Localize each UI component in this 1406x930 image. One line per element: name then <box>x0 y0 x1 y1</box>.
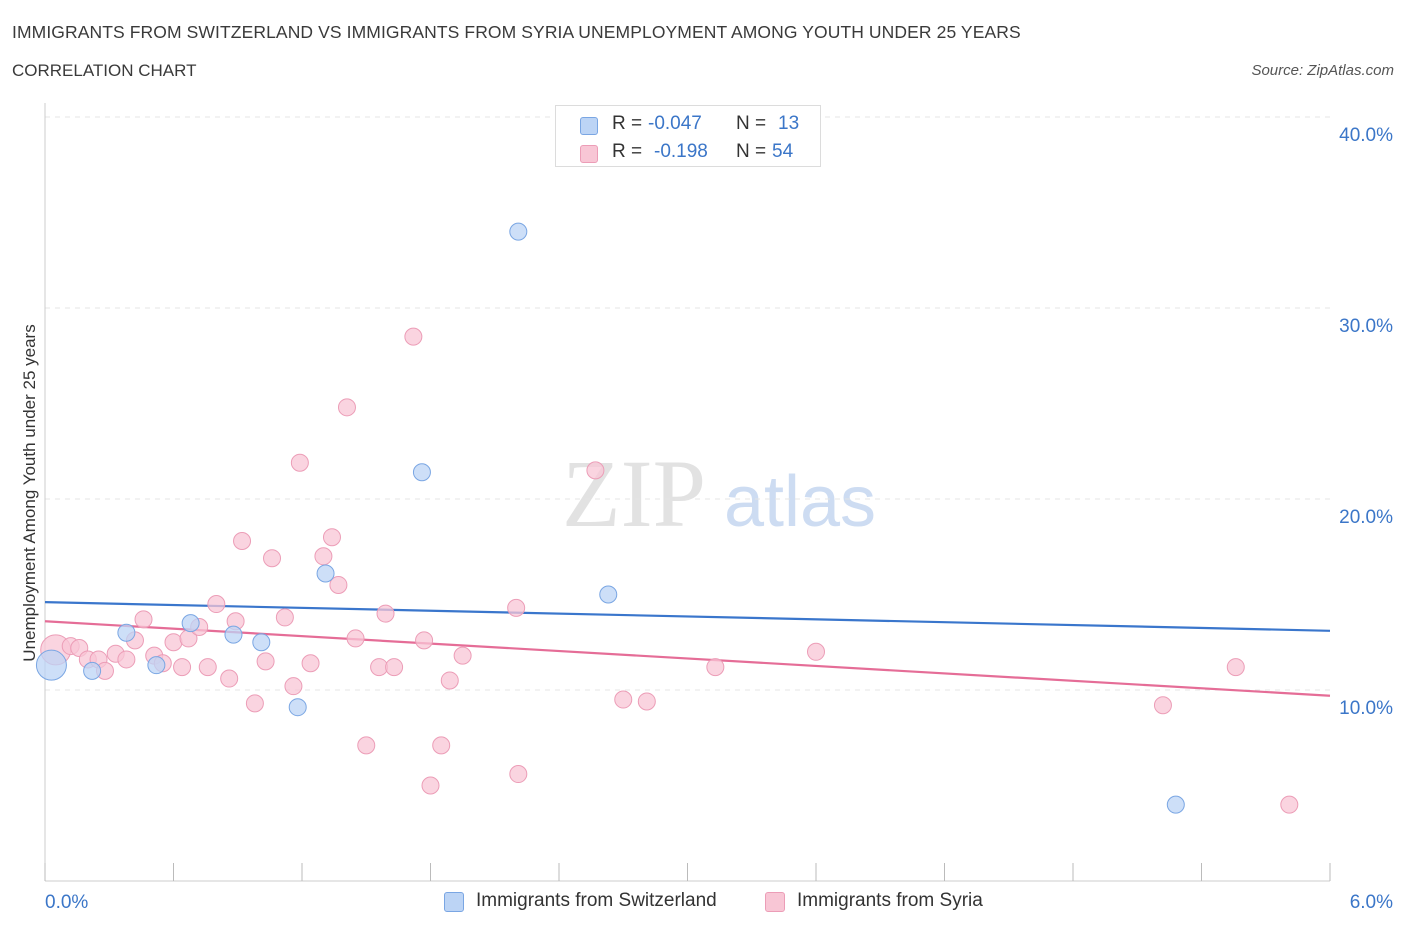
y-tick-label: 30.0% <box>1339 316 1393 337</box>
tick-labels: 10.0% 20.0% 30.0% 40.0% 0.0% 6.0% <box>45 125 1393 913</box>
data-point-syria <box>134 610 153 629</box>
legend-r-label: R = <box>612 113 643 134</box>
y-tick-label: 40.0% <box>1339 125 1393 146</box>
data-point-switzerland <box>147 656 166 675</box>
data-point-switzerland <box>181 614 200 633</box>
data-point-switzerland <box>224 625 243 644</box>
data-point-syria <box>614 690 633 709</box>
legend-n-value-syria: 54 <box>772 141 794 162</box>
data-point-syria <box>233 532 252 551</box>
data-point-syria <box>385 658 404 677</box>
gridlines <box>45 116 1330 691</box>
legend-r-value-syria: -0.198 <box>654 141 708 162</box>
data-point-syria <box>256 652 275 671</box>
data-point-syria <box>284 677 303 696</box>
data-point-syria <box>432 736 451 755</box>
legend-n-label: N = <box>736 141 767 162</box>
data-point-syria <box>164 633 183 652</box>
data-point-syria <box>220 669 239 688</box>
data-point-syria <box>507 598 526 617</box>
watermark-zip: ZIP <box>562 440 706 547</box>
data-point-syria <box>1226 658 1245 677</box>
data-point-switzerland <box>509 222 528 241</box>
syria-swatch <box>580 145 598 163</box>
data-point-syria <box>440 671 459 690</box>
data-point-syria <box>245 694 264 713</box>
watermark-atlas: atlas <box>724 462 876 542</box>
data-point-syria <box>301 654 320 673</box>
chart-title: IMMIGRANTS FROM SWITZERLAND VS IMMIGRANT… <box>12 22 1021 42</box>
data-point-syria <box>314 547 333 566</box>
data-point-switzerland <box>252 633 271 652</box>
data-point-syria <box>509 765 528 784</box>
legend-r-value-switzerland: -0.047 <box>648 113 702 134</box>
data-point-syria <box>421 776 440 795</box>
data-point-syria <box>173 658 192 677</box>
data-point-syria <box>290 453 309 472</box>
data-point-switzerland <box>83 661 102 680</box>
data-point-syria <box>207 595 226 614</box>
data-point-syria <box>807 642 825 661</box>
data-point-syria <box>1280 795 1299 814</box>
legend-r-label: R = <box>612 141 643 162</box>
data-point-syria <box>637 692 656 711</box>
data-point-syria <box>346 629 365 648</box>
bottom-legend-syria-label: Immigrants from Syria <box>797 890 983 911</box>
data-point-switzerland <box>316 564 335 583</box>
data-point-syria <box>198 658 217 677</box>
legend-n-label: N = <box>736 113 767 134</box>
data-point-switzerland <box>35 649 67 681</box>
data-point-syria <box>586 461 605 480</box>
watermark: ZIP atlas <box>562 440 876 547</box>
data-point-syria <box>415 631 434 650</box>
data-point-syria <box>706 658 725 677</box>
data-point-syria <box>453 646 472 665</box>
data-points <box>35 222 1299 814</box>
x-tick-label: 0.0% <box>45 892 88 913</box>
data-point-switzerland <box>599 585 618 604</box>
x-tick-label: 6.0% <box>1350 892 1393 913</box>
trend-line-switzerland <box>44 601 1331 632</box>
data-point-switzerland <box>117 623 136 642</box>
y-axis-label: Unemployment Among Youth under 25 years <box>20 324 39 662</box>
data-point-switzerland <box>288 698 307 717</box>
chart-subtitle: CORRELATION CHART <box>12 61 197 80</box>
axes <box>44 103 1331 882</box>
data-point-syria <box>357 736 376 755</box>
data-point-syria <box>376 604 395 623</box>
data-point-syria <box>263 549 282 568</box>
correlation-legend: R = -0.047 N = 13 R = -0.198 N = 54 <box>555 105 821 167</box>
y-tick-label: 10.0% <box>1339 698 1393 719</box>
data-point-syria <box>329 575 348 594</box>
legend-n-value-switzerland: 13 <box>778 113 800 134</box>
switzerland-swatch <box>580 117 598 135</box>
data-point-switzerland <box>412 463 431 482</box>
data-point-syria <box>337 398 356 417</box>
data-point-syria <box>370 658 389 677</box>
data-point-switzerland <box>1166 795 1185 814</box>
syria-swatch <box>765 892 785 912</box>
data-point-syria <box>275 608 294 627</box>
switzerland-swatch <box>444 892 464 912</box>
data-point-syria <box>404 327 423 346</box>
source-credit: Source: ZipAtlas.com <box>1251 62 1394 79</box>
y-tick-label: 20.0% <box>1339 507 1393 528</box>
data-point-syria <box>322 528 341 547</box>
bottom-legend-switzerland-label: Immigrants from Switzerland <box>476 890 717 911</box>
data-point-syria <box>1153 696 1172 715</box>
data-point-syria <box>117 650 136 669</box>
